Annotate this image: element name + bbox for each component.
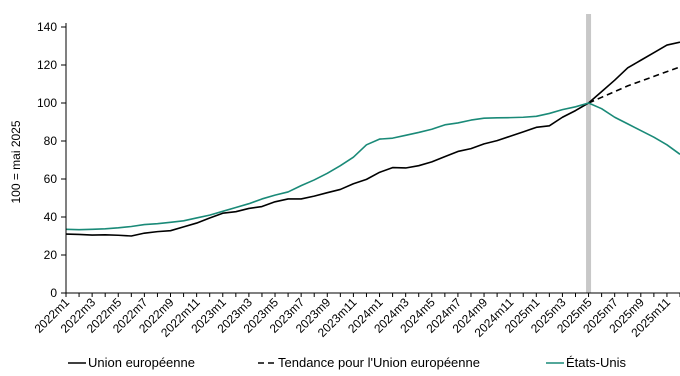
series-line-dashed [588,66,680,104]
y-tick-label: 120 [37,58,57,72]
series-layer [65,41,680,237]
y-axis-label: 100 = mai 2025 [9,120,23,203]
legend-label: Union européenne [88,355,195,370]
series-line-solid [65,41,680,237]
axis-lines [65,23,680,294]
y-tick-label: 0 [50,286,57,300]
legend-label: Tendance pour l'Union européenne [278,355,480,370]
y-axis: 0 20 40 60 80 100 120 140 [37,20,66,300]
x-axis: 2022m12022m32022m52022m72022m92022m11202… [32,293,680,340]
y-tick-label: 60 [44,172,58,186]
y-tick-label: 140 [37,20,57,34]
y-tick-label: 20 [44,248,58,262]
legend: Union européenne Tendance pour l'Union eu… [68,355,626,370]
series-line-solid [65,102,680,231]
y-tick-label: 100 [37,96,57,110]
legend-label: États-Unis [566,355,626,370]
y-tick-label: 40 [44,210,58,224]
y-tick-label: 80 [44,134,58,148]
